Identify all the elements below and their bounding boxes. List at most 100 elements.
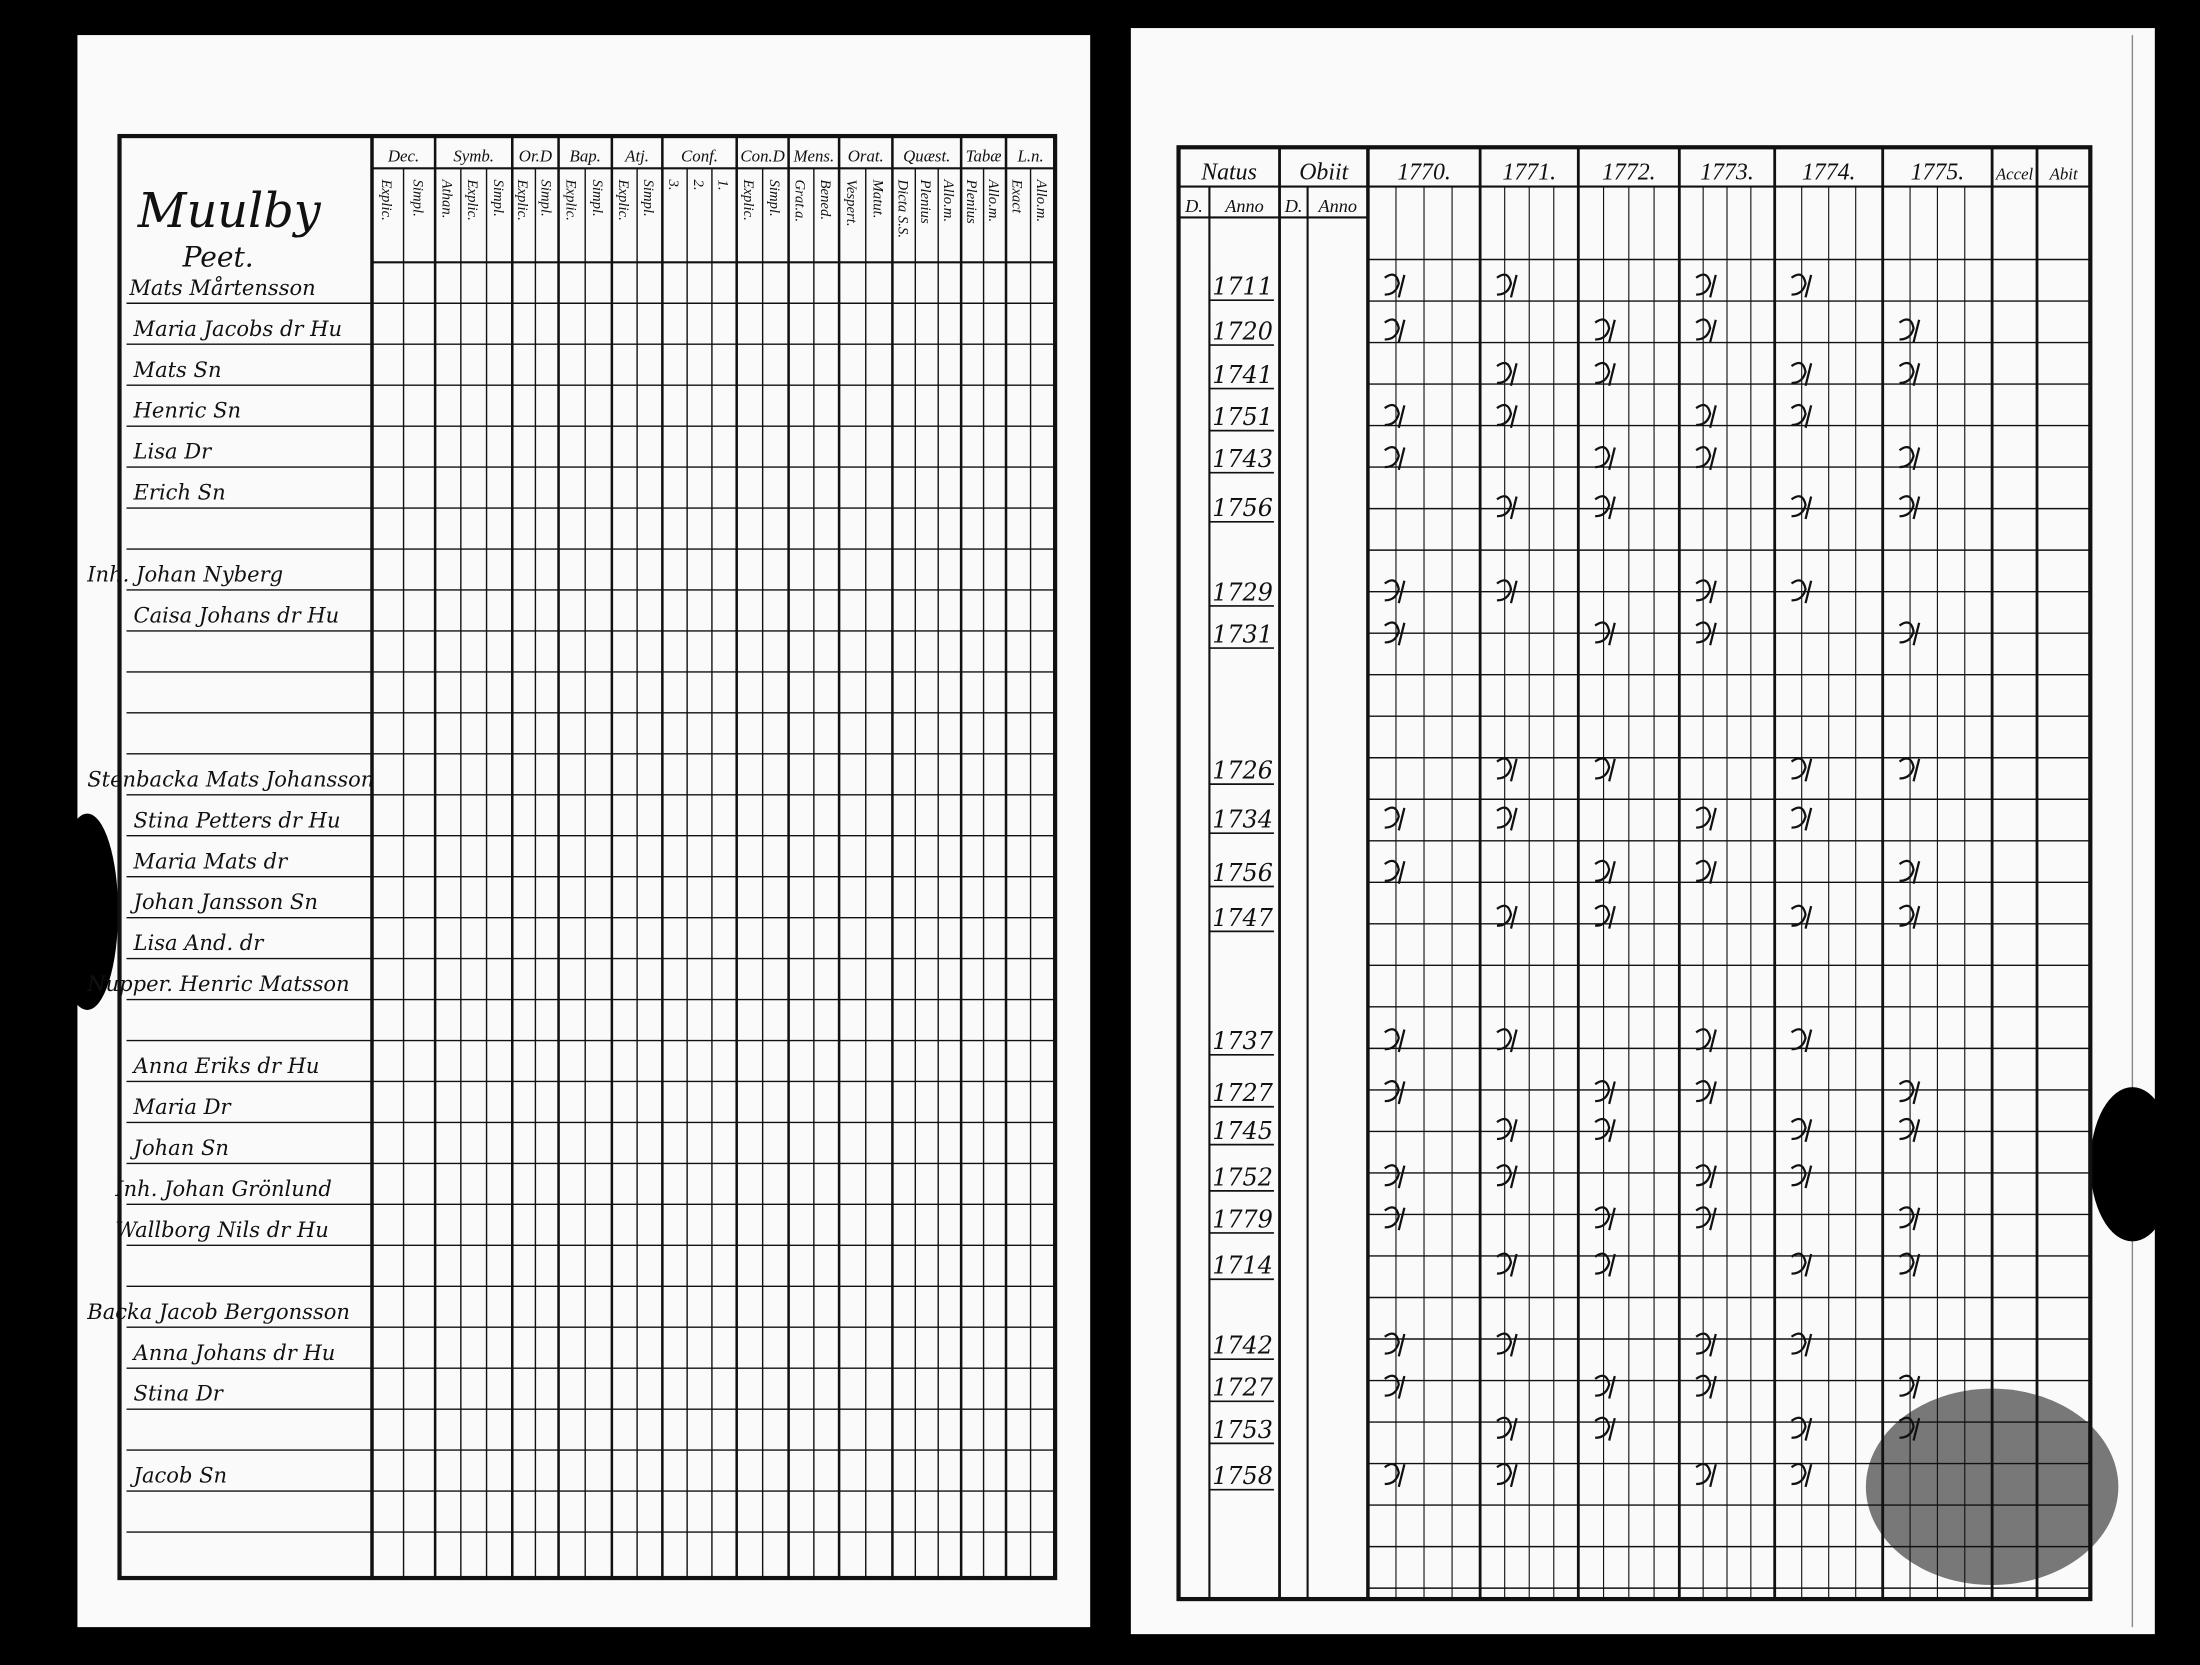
person-name: Johan Jansson Sn xyxy=(130,889,318,914)
annotation-scribble xyxy=(1790,1462,1813,1488)
place-heading: Muulby xyxy=(137,184,322,239)
annotation-scribble xyxy=(1790,1252,1813,1277)
column-title: Or.D xyxy=(519,146,552,165)
annotation-scribble xyxy=(1594,859,1616,884)
left-page xyxy=(77,35,1091,1628)
column-title: Natus xyxy=(1200,160,1257,186)
annotation-scribble xyxy=(1790,806,1813,831)
annotation-scribble xyxy=(1695,273,1717,298)
annotation-scribble xyxy=(1384,1462,1406,1488)
annotation-scribble xyxy=(1790,1164,1813,1189)
column-title: L.n. xyxy=(1016,146,1043,165)
birth-year: 1756 xyxy=(1212,859,1273,887)
column-subtitle: Allo.m. xyxy=(940,179,956,223)
annotation-scribble xyxy=(1790,1028,1813,1053)
annotation-scribble xyxy=(1384,273,1406,298)
column-title: Orat. xyxy=(848,146,884,165)
column-subtitle: 2. xyxy=(690,180,706,191)
annotation-scribble xyxy=(1695,1028,1717,1053)
column-subtitle: D. xyxy=(1284,196,1303,216)
annotation-scribble xyxy=(1695,1332,1717,1357)
column-title: Bap. xyxy=(570,146,601,165)
person-name: Mats Sn xyxy=(133,357,222,382)
birth-year: 1758 xyxy=(1212,1462,1273,1490)
column-subtitle: Explic. xyxy=(562,179,578,221)
column-subtitle: Simpl. xyxy=(640,180,656,217)
column-title: 1771. xyxy=(1502,160,1556,186)
annotation-scribble xyxy=(1384,621,1406,646)
column-subtitle: Bened. xyxy=(817,180,833,220)
annotation-scribble xyxy=(1384,1374,1406,1399)
annotation-scribble xyxy=(1594,1416,1616,1441)
person-name: Maria Mats dr xyxy=(133,848,290,873)
annotation-scribble xyxy=(1898,318,1921,343)
annotation-scribble xyxy=(1695,1164,1717,1189)
annotation-scribble xyxy=(1384,806,1406,831)
birth-year: 1727 xyxy=(1212,1374,1273,1402)
annotation-scribble xyxy=(1594,495,1616,520)
annotation-scribble xyxy=(1496,579,1518,604)
annotation-scribble xyxy=(1496,1462,1518,1488)
column-title: Atj. xyxy=(624,146,649,165)
person-name: Stina Petters dr Hu xyxy=(134,807,341,832)
annotation-scribble xyxy=(1790,579,1813,604)
column-subtitle: D. xyxy=(1184,196,1203,216)
annotation-scribble xyxy=(1898,361,1921,387)
annotation-scribble xyxy=(1384,1080,1406,1105)
annotation-scribble xyxy=(1790,495,1813,520)
annotation-scribble xyxy=(1594,1117,1616,1143)
column-title: 1772. xyxy=(1602,160,1656,186)
person-name: Anna Eriks dr Hu xyxy=(132,1053,320,1078)
annotation-scribble xyxy=(1594,361,1616,387)
annotation-scribble xyxy=(1496,495,1518,520)
birth-year: 1742 xyxy=(1212,1332,1273,1360)
column-title: Con.D xyxy=(740,146,784,165)
annotation-scribble xyxy=(1898,1416,1921,1441)
annotation-scribble xyxy=(1695,403,1717,429)
column-subtitle: Simpl. xyxy=(589,180,605,217)
column-title: 1770. xyxy=(1397,160,1451,186)
annotation-scribble xyxy=(1790,1332,1813,1357)
birth-year: 1747 xyxy=(1212,904,1273,932)
annotation-scribble xyxy=(1790,757,1813,782)
stain xyxy=(56,813,119,1010)
person-name: Caisa Johans dr Hu xyxy=(134,603,340,628)
birth-year: 1734 xyxy=(1212,806,1273,834)
annotation-scribble xyxy=(1496,273,1518,298)
column-title: Obiit xyxy=(1299,160,1349,186)
annotation-scribble xyxy=(1384,859,1406,884)
annotation-scribble xyxy=(1695,1374,1717,1399)
annotation-scribble xyxy=(1384,446,1406,471)
annotation-scribble xyxy=(1384,1028,1406,1053)
birth-year: 1745 xyxy=(1212,1117,1273,1145)
annotation-scribble xyxy=(1898,495,1921,520)
annotation-scribble xyxy=(1790,1117,1813,1143)
annotation-scribble xyxy=(1496,1252,1518,1277)
column-subtitle: Simpl. xyxy=(410,180,426,217)
birth-year: 1743 xyxy=(1212,445,1273,473)
column-subtitle: Simpl. xyxy=(537,180,553,217)
column-subtitle: Matut. xyxy=(869,179,885,219)
birth-year: 1751 xyxy=(1212,403,1273,431)
column-subtitle: Anno xyxy=(1224,196,1263,216)
column-title: Accel xyxy=(1995,165,2034,184)
column-title: Mens. xyxy=(793,146,835,165)
annotation-scribble xyxy=(1384,403,1406,429)
annotation-scribble xyxy=(1898,446,1921,471)
annotation-scribble xyxy=(1496,1416,1518,1441)
annotation-scribble xyxy=(1695,318,1717,343)
annotation-scribble xyxy=(1790,361,1813,387)
annotation-scribble xyxy=(1790,1416,1813,1441)
table-frame xyxy=(117,133,1058,1581)
annotation-scribble xyxy=(1790,403,1813,429)
annotation-scribble xyxy=(1384,1206,1406,1231)
birth-year: 1752 xyxy=(1212,1163,1273,1191)
column-subtitle: 3. xyxy=(665,179,681,191)
person-name: Mats Mårtensson xyxy=(128,275,315,300)
column-title: Symb. xyxy=(453,146,494,165)
person-name: Backa Jacob Bergonsson xyxy=(86,1299,350,1324)
annotation-scribble xyxy=(1898,1374,1921,1399)
annotation-scribble xyxy=(1695,621,1717,646)
left-register: Dec. Explic. Simpl. Symb. Athan. Explic. Simpl… xyxy=(86,133,1058,1581)
birth-year: 1756 xyxy=(1212,494,1273,522)
